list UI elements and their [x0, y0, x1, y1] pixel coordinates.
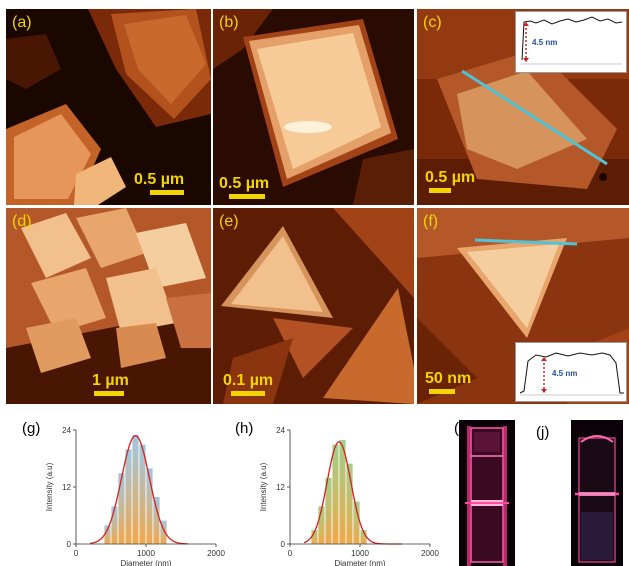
y-tick-label-h: 24	[276, 426, 285, 435]
histogram-bar-g	[131, 434, 140, 545]
scale-line-d	[94, 391, 124, 396]
panel-label-f: (f)	[423, 213, 439, 230]
cuvette-photo-j	[571, 420, 623, 566]
scale-text-b: 0.5 µm	[219, 175, 270, 192]
x-tick-label-h: 1000	[351, 549, 369, 558]
panel-label-j: (j)	[536, 424, 550, 441]
scale-bar-f: 50 nm	[425, 370, 471, 394]
panel-label-c: (c)	[423, 14, 442, 31]
scale-bar-c: 0.5 µm	[425, 169, 475, 193]
scale-bar-e: 0.1 µm	[223, 372, 273, 396]
height-profile-plot-f	[519, 352, 624, 396]
panel-label-d: (d)	[12, 213, 32, 230]
histogram-bar-g	[110, 505, 119, 545]
histogram-g: 0 12 24 0 1000 2000 Diameter (nm) Intensity (a.…	[45, 426, 225, 566]
height-profile-inset-f: 4.5 nm	[515, 342, 627, 402]
histogram-bar-g	[124, 448, 133, 545]
histogram-h: 0 12 24 0 1000 2000 Diameter (nm) Intensity (a.…	[259, 426, 439, 566]
scale-text-e: 0.1 µm	[223, 372, 274, 389]
scale-bar-b: 0.5 µm	[219, 175, 269, 199]
scale-line-e	[231, 391, 265, 396]
y-axis-label-h: Intensity (a.u)	[259, 462, 268, 511]
panel-label-h: (h)	[235, 420, 254, 437]
afm-panel-e: (e) 0.1 µm	[213, 208, 414, 404]
scale-line-a	[150, 190, 184, 195]
afm-panel-b: (b) 0.5 µm	[213, 9, 414, 205]
panel-label-a: (a)	[12, 14, 32, 31]
gaussian-fit-g	[90, 435, 188, 545]
x-axis-label-g: Diameter (nm)	[120, 559, 171, 566]
x-tick-label-g: 2000	[207, 549, 225, 558]
x-tick-label-h: 0	[288, 549, 293, 558]
scale-text-f: 50 nm	[425, 370, 472, 387]
panel-label-g: (g)	[22, 420, 41, 437]
x-tick-label-h: 2000	[421, 549, 439, 558]
afm-panel-f: (f) 4.5 nm 50 nm	[417, 208, 629, 404]
panel-label-b: (b)	[219, 14, 239, 31]
scale-line-b	[229, 194, 265, 199]
y-tick-label-g: 12	[62, 483, 71, 492]
scale-bar-d: 1 µm	[92, 372, 129, 396]
afm-image-a	[6, 9, 211, 205]
profile-height-c: 4.5 nm	[532, 38, 558, 47]
cuvette-image-j	[571, 420, 623, 566]
afm-panel-a: (a) 0.5 µm	[6, 9, 211, 205]
panel-label-e: (e)	[219, 213, 239, 230]
height-profile-plot-c	[520, 16, 623, 65]
cuvette-photo-i	[459, 420, 515, 566]
scale-text-a: 0.5 µm	[134, 171, 185, 188]
x-tick-label-g: 1000	[137, 549, 155, 558]
histogram-bar-g	[152, 496, 161, 545]
y-tick-label-h: 0	[281, 540, 286, 549]
y-axis-label-g: Intensity (a.u)	[45, 462, 54, 511]
scale-line-c	[429, 188, 451, 193]
histogram-bar-g	[117, 472, 126, 545]
x-tick-label-g: 0	[74, 549, 79, 558]
profile-line-c	[461, 69, 608, 166]
x-axis-label-h: Diameter (nm)	[334, 559, 385, 566]
afm-panel-c: (c) 4.5 nm 0.5 µm	[417, 9, 629, 205]
y-tick-label-g: 24	[62, 426, 71, 435]
scale-bar-a: 0.5 µm	[134, 171, 184, 195]
profile-height-f: 4.5 nm	[552, 369, 578, 378]
afm-panel-d: (d) 1 µm	[6, 208, 211, 404]
scale-line-f	[429, 389, 455, 394]
y-tick-label-h: 12	[276, 483, 285, 492]
afm-image-b	[213, 9, 414, 205]
cuvette-image-i	[459, 420, 515, 566]
y-tick-label-g: 0	[67, 540, 72, 549]
scale-text-d: 1 µm	[92, 372, 129, 389]
scale-text-c: 0.5 µm	[425, 169, 476, 186]
afm-image-d	[6, 208, 211, 404]
profile-line-f	[474, 238, 578, 246]
height-profile-inset-c: 4.5 nm	[515, 11, 627, 73]
histogram-bar-h	[331, 443, 340, 545]
afm-image-e	[213, 208, 414, 404]
